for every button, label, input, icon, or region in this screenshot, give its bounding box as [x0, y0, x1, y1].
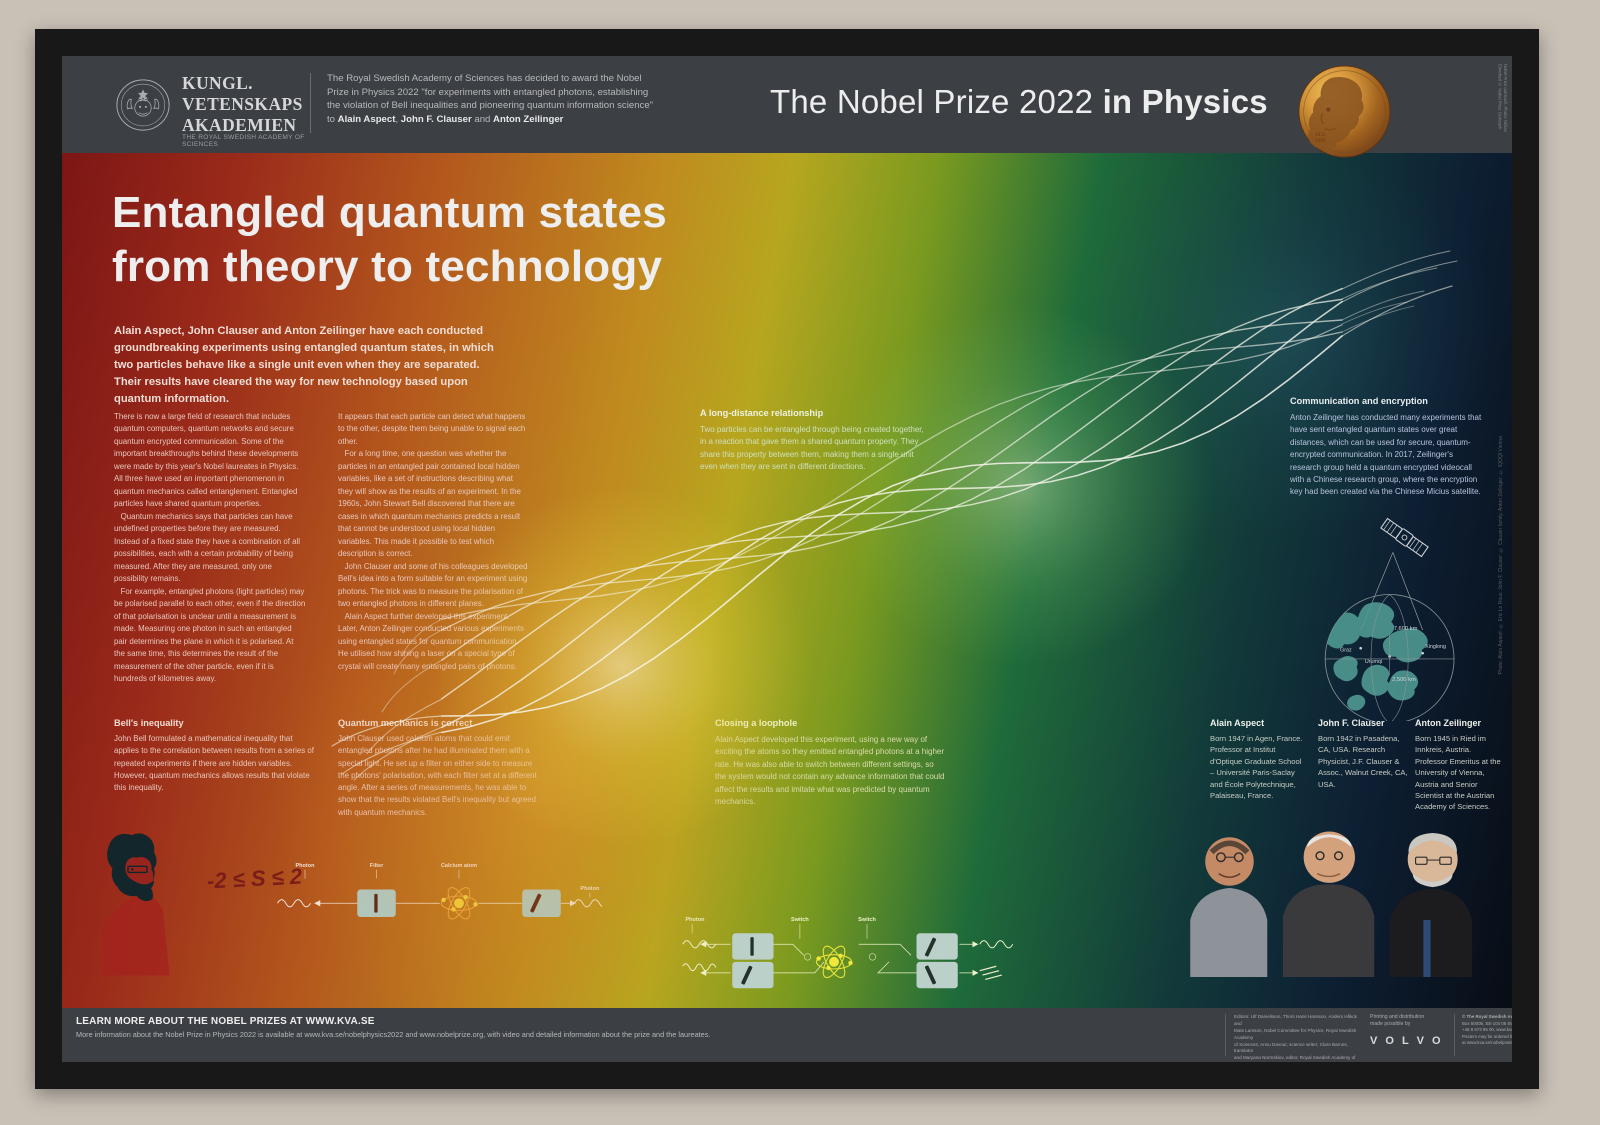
svg-text:Urumqi: Urumqi — [1365, 659, 1382, 665]
svg-text:Switch: Switch — [791, 917, 809, 923]
svg-text:Calcium atom: Calcium atom — [441, 863, 477, 869]
svg-text:7,600 km: 7,600 km — [1394, 626, 1418, 632]
svg-text:Photon: Photon — [580, 886, 600, 892]
svg-text:Xinglong: Xinglong — [1425, 644, 1446, 650]
svg-text:Photon: Photon — [686, 917, 706, 923]
svg-text:Graz: Graz — [1340, 648, 1352, 654]
svg-text:Switch: Switch — [858, 917, 876, 923]
svg-text:2,500 km: 2,500 km — [1392, 677, 1416, 683]
svg-text:Photon: Photon — [296, 863, 316, 869]
svg-text:Filter: Filter — [370, 863, 384, 869]
svg-text:1896: 1896 — [1315, 138, 1326, 144]
